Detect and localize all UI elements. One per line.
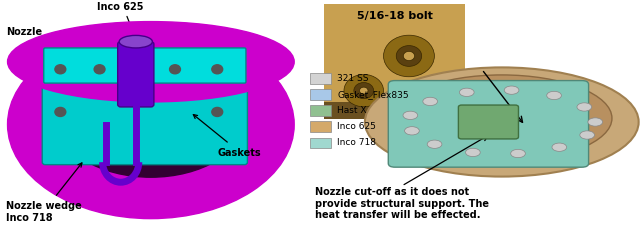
Circle shape — [588, 118, 603, 126]
Circle shape — [404, 127, 419, 136]
Ellipse shape — [365, 68, 639, 177]
FancyBboxPatch shape — [388, 81, 589, 168]
Bar — [311, 106, 331, 117]
Text: Hast X: Hast X — [337, 106, 367, 114]
Bar — [311, 122, 331, 132]
Ellipse shape — [119, 36, 152, 49]
Ellipse shape — [8, 22, 294, 102]
Circle shape — [403, 52, 415, 61]
Bar — [311, 74, 331, 85]
Circle shape — [354, 83, 374, 99]
FancyBboxPatch shape — [42, 60, 247, 165]
Circle shape — [360, 88, 368, 95]
Text: Inco 718: Inco 718 — [337, 138, 376, 146]
FancyBboxPatch shape — [117, 42, 154, 108]
Ellipse shape — [8, 31, 294, 219]
Bar — [324, 103, 465, 120]
Circle shape — [547, 92, 561, 100]
Circle shape — [580, 131, 594, 140]
Circle shape — [577, 104, 592, 112]
Circle shape — [383, 36, 435, 78]
Circle shape — [212, 66, 223, 74]
Circle shape — [504, 87, 519, 95]
Text: Gasket_Flex835: Gasket_Flex835 — [337, 90, 409, 98]
Text: Nozzle wedge
Inco 718: Nozzle wedge Inco 718 — [6, 163, 82, 222]
Circle shape — [427, 140, 442, 149]
Ellipse shape — [392, 76, 612, 162]
Circle shape — [465, 149, 480, 157]
Bar — [311, 138, 331, 148]
Text: Inco 625: Inco 625 — [337, 122, 376, 130]
Text: 5/16-18 bolt: 5/16-18 bolt — [357, 11, 433, 21]
Text: Nozzle well
Inco 625: Nozzle well Inco 625 — [90, 0, 152, 36]
Circle shape — [396, 46, 422, 67]
Circle shape — [94, 66, 105, 74]
Circle shape — [55, 66, 65, 74]
Circle shape — [344, 75, 383, 107]
Text: Nozzle: Nozzle — [6, 27, 60, 65]
Text: Gaskets: Gaskets — [193, 115, 261, 157]
FancyBboxPatch shape — [458, 106, 519, 140]
Text: 321 SS: 321 SS — [337, 74, 369, 82]
Circle shape — [55, 108, 65, 117]
Circle shape — [460, 89, 474, 97]
Bar — [311, 90, 331, 101]
Ellipse shape — [57, 62, 245, 178]
Circle shape — [403, 112, 418, 120]
Circle shape — [510, 150, 525, 158]
Circle shape — [212, 108, 223, 117]
Circle shape — [423, 98, 438, 106]
Circle shape — [169, 66, 180, 74]
FancyBboxPatch shape — [44, 49, 246, 84]
Text: Nozzle cut-off as it does not
provide structural support. The
heat transfer will: Nozzle cut-off as it does not provide st… — [315, 186, 489, 219]
Circle shape — [552, 144, 567, 152]
